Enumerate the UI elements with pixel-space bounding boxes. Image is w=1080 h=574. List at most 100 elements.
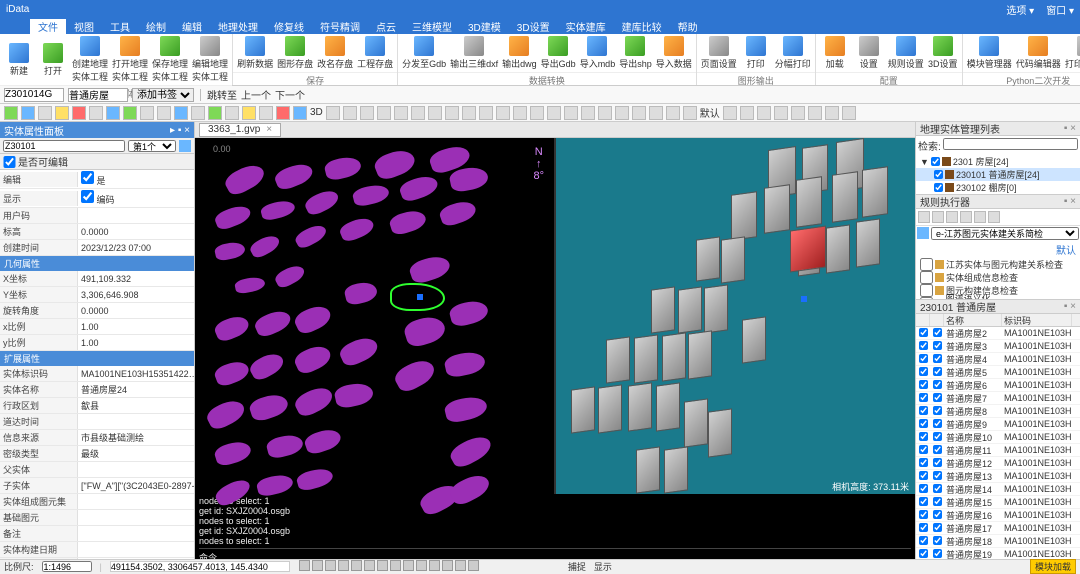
building-3d[interactable] (856, 218, 880, 267)
ribbon-button[interactable]: 3D设置 (928, 36, 958, 70)
viewport-2d[interactable]: 0.00 N↑8° (195, 138, 556, 494)
building-footprint[interactable] (337, 333, 381, 369)
ribbon-button[interactable]: 打印 (741, 36, 771, 70)
toolbar-icon[interactable] (259, 106, 273, 120)
list-row[interactable]: 普通房屋5MA1001NE103H1535… (916, 366, 1080, 379)
building-footprint[interactable] (438, 198, 479, 229)
status-icon[interactable] (429, 560, 440, 571)
ribbon-button[interactable]: 打开 (38, 43, 68, 77)
list-row[interactable]: 普通房屋9MA1001NE103H1535… (916, 418, 1080, 431)
toolbar-icon[interactable] (55, 106, 69, 120)
building-footprint[interactable] (214, 240, 247, 262)
ribbon-button[interactable]: 编辑地理实体工程 (192, 36, 228, 83)
console-prompt[interactable]: 命令 (199, 548, 911, 559)
building-footprint[interactable] (292, 383, 336, 420)
status-icon[interactable] (390, 560, 401, 571)
building-3d[interactable] (862, 166, 888, 218)
property-row[interactable]: y比例1.00 (0, 335, 194, 351)
ribbon-button[interactable]: 导出Gdb (541, 36, 576, 70)
building-3d[interactable] (628, 382, 652, 431)
building-3d[interactable] (664, 446, 688, 493)
col-header[interactable] (930, 314, 944, 326)
toolbar-icon[interactable] (774, 106, 788, 120)
list-row[interactable]: 普通房屋16MA1001NE103H1535… (916, 509, 1080, 522)
building-3d[interactable] (598, 384, 622, 433)
property-row[interactable]: 行政区划歙县 (0, 398, 194, 414)
toolbar-icon[interactable] (106, 106, 120, 120)
ribbon-button[interactable]: 规则设置 (888, 36, 924, 70)
building-3d[interactable] (704, 284, 728, 333)
menu-item[interactable]: 点云 (368, 19, 404, 34)
ribbon-button[interactable]: 页面设置 (701, 36, 737, 70)
toolbar-icon[interactable] (428, 106, 442, 120)
anchor-point-3d[interactable] (801, 296, 807, 302)
property-row[interactable]: 实体标识码MA1001NE103H15351422… (0, 366, 194, 382)
list-row[interactable]: 普通房屋6MA1001NE103H1535… (916, 379, 1080, 392)
status-icon[interactable] (455, 560, 466, 571)
building-footprint[interactable] (303, 426, 344, 457)
ribbon-button[interactable]: 工程存盘 (357, 36, 393, 70)
property-row[interactable]: 旋转角度0.0000 (0, 303, 194, 319)
ribbon-button[interactable]: 导出shp (619, 36, 652, 70)
property-row[interactable]: 显示 编码 (0, 189, 194, 208)
building-footprint[interactable] (213, 438, 253, 468)
ribbon-button[interactable]: 模块管理器 (967, 36, 1012, 70)
ribbon-button[interactable]: 导入数据 (656, 36, 692, 70)
toolbar-icon[interactable] (4, 106, 18, 120)
building-footprint[interactable] (443, 393, 489, 424)
ribbon-button[interactable]: 创建地理实体工程 (72, 36, 108, 83)
property-row[interactable]: x比例1.00 (0, 319, 194, 335)
building-footprint[interactable] (260, 198, 297, 222)
status-icon[interactable] (351, 560, 362, 571)
doc-tab[interactable]: 3363_1.gvp× (199, 123, 281, 137)
ribbon-button[interactable]: 改名存盘 (317, 36, 353, 70)
col-header[interactable] (916, 314, 930, 326)
status-icon[interactable] (312, 560, 323, 571)
list-row[interactable]: 普通房屋7MA1001NE103H1535… (916, 392, 1080, 405)
entity-code-input[interactable] (3, 140, 125, 152)
selected-building-3d[interactable] (790, 225, 826, 272)
tree-row[interactable]: ▼ 2301 房屋[24] (916, 155, 1080, 168)
toolbar-icon[interactable] (360, 106, 374, 120)
toolbar-icon[interactable] (394, 106, 408, 120)
toolbar-icon[interactable] (462, 106, 476, 120)
list-row[interactable]: 普通房屋19MA1001NE103H1535… (916, 548, 1080, 559)
list-row[interactable]: 普通房屋3MA1001NE103H1535… (916, 340, 1080, 353)
list-row[interactable]: 普通房屋12MA1001NE103H1535… (916, 457, 1080, 470)
rule-tool-icon[interactable] (988, 211, 1000, 223)
building-footprint[interactable] (247, 349, 286, 383)
building-footprint[interactable] (448, 298, 490, 329)
toolbar-icon[interactable] (276, 106, 290, 120)
ribbon-button[interactable]: 分幅打印 (775, 36, 811, 70)
toolbar-icon[interactable] (581, 106, 595, 120)
ribbon-button[interactable]: 打印命令行 (1065, 36, 1080, 70)
toolbar-icon[interactable] (140, 106, 154, 120)
building-3d[interactable] (721, 236, 745, 283)
status-icon[interactable] (416, 560, 427, 571)
ribbon-button[interactable]: 新建 (4, 43, 34, 77)
ribbon-button[interactable]: 图形存盘 (277, 36, 313, 70)
property-row[interactable]: 实体组成图元集 (0, 494, 194, 510)
menu-item[interactable]: 符号精调 (312, 19, 368, 34)
menu-item[interactable]: 工具 (102, 19, 138, 34)
ribbon-button[interactable]: 导入mdb (580, 36, 616, 70)
toolbar-icon[interactable] (757, 106, 771, 120)
toolbar-icon[interactable] (445, 106, 459, 120)
toolbar-icon[interactable] (72, 106, 86, 120)
building-footprint[interactable] (273, 160, 316, 193)
menu-item[interactable]: 实体建库 (558, 19, 614, 34)
col-header[interactable]: 名称 (944, 314, 1002, 326)
toolbar-icon[interactable] (791, 106, 805, 120)
list-row[interactable]: 普通房屋17MA1001NE103H1535… (916, 522, 1080, 535)
building-footprint[interactable] (213, 358, 252, 389)
status-icon[interactable] (442, 560, 453, 571)
building-3d[interactable] (731, 191, 757, 241)
property-row[interactable]: 密级类型最级 (0, 446, 194, 462)
building-footprint[interactable] (303, 186, 341, 217)
list-row[interactable]: 普通房屋15MA1001NE103H1535… (916, 496, 1080, 509)
ribbon-button[interactable]: 输出dwg (502, 36, 537, 70)
building-footprint[interactable] (292, 341, 334, 376)
menu-item[interactable]: 修复线 (266, 19, 312, 34)
show-label[interactable]: 显示 (594, 560, 612, 573)
toolbar-icon[interactable] (808, 106, 822, 120)
